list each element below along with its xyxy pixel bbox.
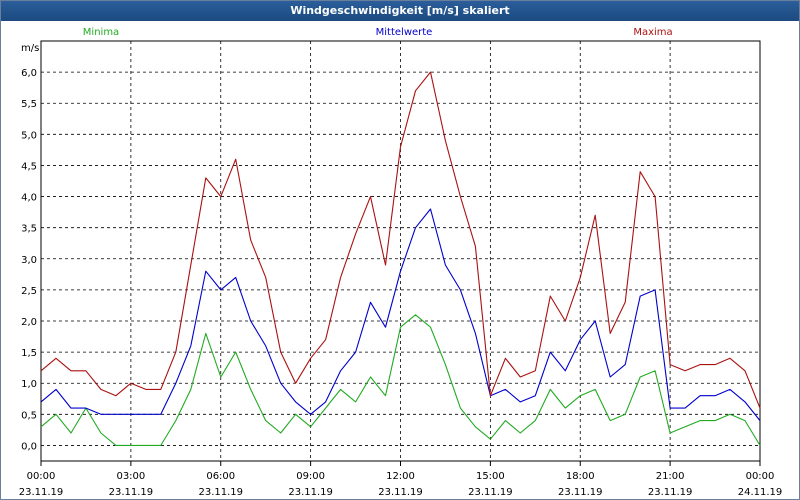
x-tick-date: 23.11.19 xyxy=(378,487,423,498)
legend-minima: Minima xyxy=(83,27,119,38)
x-tick-time: 06:00 xyxy=(206,471,235,482)
x-tick-date: 23.11.19 xyxy=(288,487,333,498)
series-line-maxima xyxy=(40,71,761,409)
y-tick-label: 0,0 xyxy=(21,441,37,452)
y-tick-label: 2,0 xyxy=(21,317,37,328)
x-tick-time: 12:00 xyxy=(386,471,415,482)
x-tick-time: 18:00 xyxy=(566,471,595,482)
y-tick-label: 5,5 xyxy=(21,99,37,110)
series-line-minima xyxy=(40,314,761,446)
y-tick-label: 4,5 xyxy=(21,161,37,172)
x-tick-date: 23.11.19 xyxy=(109,487,154,498)
y-axis-unit: m/s xyxy=(21,43,39,54)
x-tick-time: 21:00 xyxy=(656,471,685,482)
y-tick-label: 3,5 xyxy=(21,224,37,235)
x-tick-date: 24.11.19 xyxy=(738,487,783,498)
y-tick-label: 6,0 xyxy=(21,68,37,79)
window-title: Windgeschwindigkeit [m/s] skaliert xyxy=(1,1,799,21)
x-tick-time: 09:00 xyxy=(296,471,325,482)
y-tick-label: 0,5 xyxy=(21,410,37,421)
y-tick-label: 3,0 xyxy=(21,255,37,266)
y-tick-label: 2,5 xyxy=(21,286,37,297)
x-tick-time: 00:00 xyxy=(746,471,775,482)
y-tick-label: 1,0 xyxy=(21,379,37,390)
series-line-mittelwerte xyxy=(40,208,761,421)
legend-maxima: Maxima xyxy=(633,27,672,38)
x-tick-date: 23.11.19 xyxy=(648,487,693,498)
x-tick-date: 23.11.19 xyxy=(558,487,603,498)
x-tick-date: 23.11.19 xyxy=(468,487,513,498)
x-tick-date: 23.11.19 xyxy=(198,487,243,498)
y-tick-label: 4,0 xyxy=(21,193,37,204)
wind-speed-chart: 0,0 0,5 1,0 1,5 2,0 2,5 3,0 3,5 4,0 4,5 5,0 5,5 6,0 m… xyxy=(19,27,783,498)
x-tick-date: 23.11.19 xyxy=(19,487,64,498)
x-tick-time: 03:00 xyxy=(116,471,145,482)
y-tick-label: 5,0 xyxy=(21,130,37,141)
legend-mittelwerte: Mittelwerte xyxy=(376,27,433,38)
y-tick-label: 1,5 xyxy=(21,348,37,359)
x-tick-time: 15:00 xyxy=(476,471,505,482)
x-tick-time: 00:00 xyxy=(27,471,56,482)
